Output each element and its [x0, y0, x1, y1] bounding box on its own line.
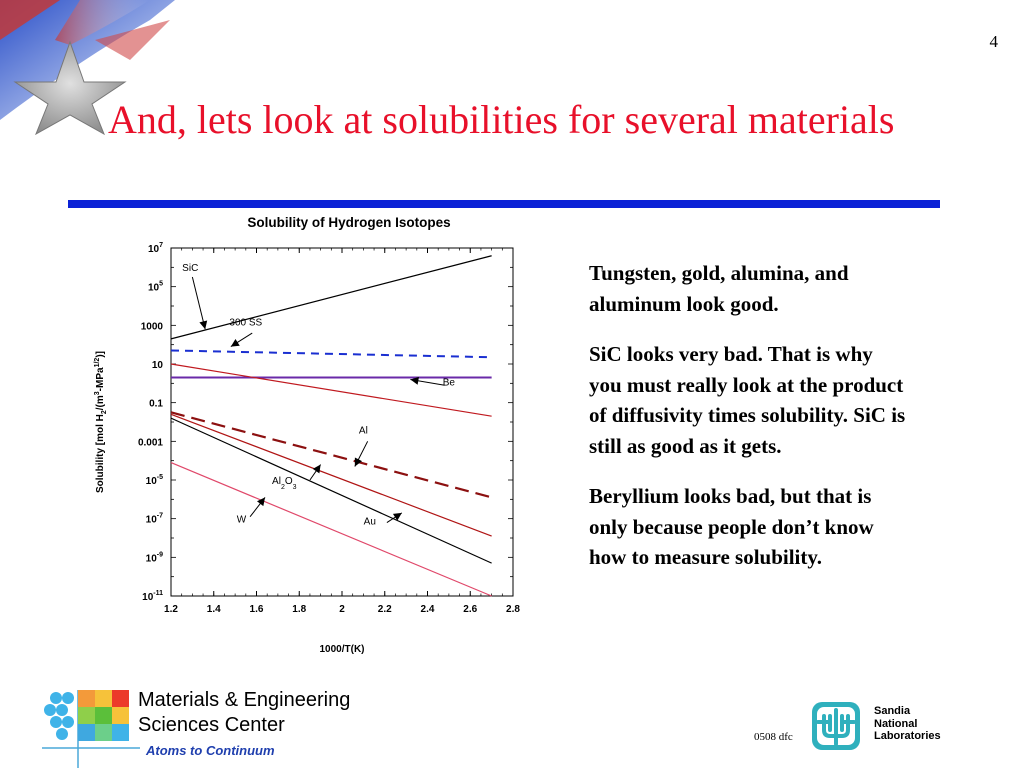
y-axis-label: Solubility [mol H2/(m3-MPa1/2)]	[94, 351, 108, 493]
plot-frame	[170, 247, 514, 597]
center-name-line-2: Sciences Center	[138, 714, 285, 736]
slide-number: 4	[989, 32, 999, 51]
lab-name-line-2: National	[874, 717, 918, 730]
annotation-label-300-ss: 300 SS	[229, 317, 262, 328]
chart-title: Solubility of Hydrogen Isotopes	[247, 215, 450, 230]
center-name-line-1: Materials & Engineering	[138, 689, 351, 711]
series-line-red-upper	[170, 363, 492, 417]
y-tick-label: 0.001	[138, 437, 163, 448]
annotation-arrowhead-w	[256, 497, 266, 507]
y-tick-label: 10	[152, 360, 164, 371]
x-tick-label: 2.8	[506, 604, 520, 615]
series-line-al2o3	[170, 413, 492, 537]
x-tick-label: 1.6	[250, 604, 264, 615]
paragraph-1: Tungsten, gold, alumina, and aluminum lo…	[589, 261, 849, 316]
y-tick-label: 10-11	[142, 590, 163, 603]
x-tick-label: 2	[339, 604, 345, 615]
annotation-arrowhead-sic	[199, 320, 208, 330]
document-code: 0508 dfc	[754, 731, 793, 743]
y-tick-label: 10-9	[146, 551, 163, 564]
series-line-300-ss	[170, 349, 492, 359]
x-tick-label: 2.4	[421, 604, 435, 615]
y-tick-label: 1000	[141, 321, 164, 332]
sandia-thunderbird-icon	[812, 702, 860, 750]
lab-name-line-3: Laboratories	[874, 730, 941, 742]
lab-name-line-1: Sandia	[874, 705, 911, 717]
series-line-w	[170, 462, 492, 597]
annotation-arrowhead-au	[392, 512, 402, 521]
annotation-arrow-sic	[191, 276, 206, 330]
annotation-arrowhead-be	[410, 376, 419, 385]
y-tick-label: 10-7	[146, 513, 163, 526]
x-tick-label: 1.4	[207, 604, 221, 615]
star-shape	[13, 40, 127, 135]
annotation-arrowhead-300-ss	[230, 338, 240, 347]
slide-title: And, lets look at solubilities for sever…	[108, 97, 895, 142]
annotation-label-w: W	[237, 515, 247, 526]
axis-ticks: 1.2 1.4 1.6 1.8 2 2.2 2.4 2.6 2.8 107 105 1000 10 0.1…	[138, 242, 520, 615]
center-name: Materials & Engineering Sciences Center	[138, 688, 350, 738]
svg-text:Solubility [mol H2/(m3-MPa1/2): Solubility [mol H2/(m3-MPa1/2)]	[94, 351, 108, 493]
annotation-arrowhead-al	[354, 457, 363, 467]
solubility-chart: Solubility of Hydrogen Isotopes Solubili…	[94, 215, 520, 655]
x-tick-label: 2.6	[463, 604, 477, 615]
star-banner-decoration	[0, 0, 175, 135]
annotation-label-al2o3: Al2O3	[272, 476, 297, 491]
body-text: Tungsten, gold, alumina, and aluminum lo…	[589, 258, 909, 593]
annotation-label-sic: SiC	[182, 263, 198, 274]
y-tick-label: 107	[148, 242, 163, 255]
series-line-sic	[170, 255, 492, 340]
title-divider	[68, 200, 940, 208]
x-tick-label: 1.8	[292, 604, 306, 615]
series-line-au	[170, 417, 492, 564]
lab-name: Sandia National Laboratories	[874, 705, 941, 743]
x-axis-label: 1000/T(K)	[319, 644, 364, 655]
paragraph-3: Beryllium looks bad, but that is only be…	[589, 484, 874, 569]
paragraph-2: SiC looks very bad. That is why you must…	[589, 342, 906, 458]
x-tick-label: 1.2	[164, 604, 178, 615]
center-tagline: Atoms to Continuum	[146, 743, 275, 758]
y-tick-label: 10-5	[146, 474, 163, 487]
mesc-logo	[42, 690, 140, 768]
y-tick-label: 0.1	[149, 399, 163, 410]
y-tick-label: 105	[148, 281, 163, 294]
annotation-label-be: Be	[443, 377, 456, 388]
annotation-label-au: Au	[364, 516, 376, 527]
x-tick-label: 2.2	[378, 604, 392, 615]
annotation-label-al: Al	[359, 426, 368, 437]
annotation-arrowhead-al2o3	[312, 464, 321, 474]
series-lines	[170, 255, 492, 597]
annotations: SiC 300 SS Be Al Al2O3 W Au	[182, 263, 455, 527]
series-line-al	[170, 411, 492, 499]
